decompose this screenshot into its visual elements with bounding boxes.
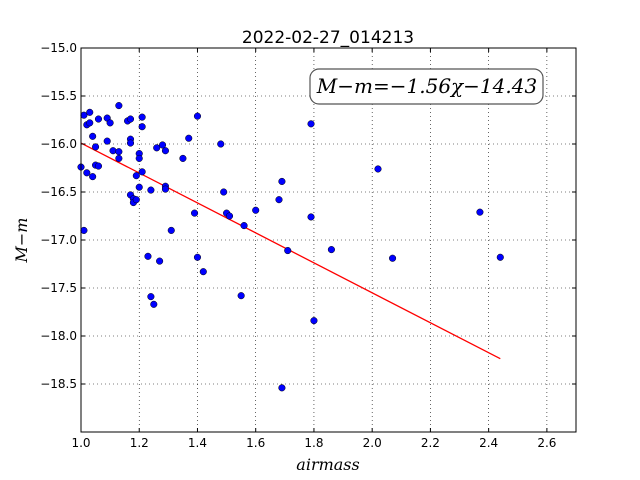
x-tick-label: 2.0 [363,436,382,450]
data-point [278,177,286,185]
data-point [144,252,152,260]
y-tick-label: −16.5 [40,185,77,199]
data-point [191,209,199,217]
data-point [153,144,161,152]
data-point [150,300,158,308]
data-point [252,206,260,214]
x-tick-label: 2.2 [421,436,440,450]
data-point [193,112,202,120]
data-point [86,108,94,116]
data-point [147,293,155,301]
data-point [126,115,135,123]
annotation-text: M−m=−1.56χ−14.43 [316,74,537,98]
data-point [132,196,140,204]
data-point [135,183,143,191]
data-point [307,120,315,128]
data-point [109,147,117,155]
x-tick-label: 1.8 [304,436,323,450]
y-tick-label: −17.0 [40,233,77,247]
x-axis-label: airmass [296,455,359,474]
y-axis-label: M−m [12,218,31,264]
data-point [240,222,248,230]
x-tick-label: 1.4 [188,436,207,450]
x-axis-ticks: 1.0 1.2 1.4 1.6 1.8 2.0 2.2 2.4 2.6 [71,48,556,450]
data-point [284,247,292,255]
chart-title: 2022-02-27_014213 [242,28,414,48]
data-point [278,384,286,392]
data-point [115,154,123,162]
data-point [147,186,155,194]
data-point [156,257,164,265]
y-tick-label: −18.0 [40,329,77,343]
y-tick-label: −17.5 [40,281,77,295]
data-point [126,139,135,147]
data-point [103,137,111,145]
x-tick-label: 2.6 [537,436,556,450]
data-point [89,173,97,181]
data-point [199,268,207,276]
data-point [158,141,167,149]
data-point [220,188,228,196]
data-point [327,246,335,254]
data-point [94,115,103,123]
data-point [106,119,114,127]
y-tick-label: −16.0 [40,137,77,151]
data-point [135,154,143,162]
data-point [307,213,315,221]
data-point [374,165,382,173]
data-point [89,132,97,140]
data-point [179,154,187,162]
y-axis-ticks: −15.0 −15.5 −16.0 −16.5 −17.0 −17.5 −18.0 −18.5 [40,41,576,391]
data-point [138,168,146,176]
x-tick-label: 1.2 [130,436,149,450]
data-point [476,208,484,216]
data-point [115,148,123,156]
data-point [115,102,123,110]
data-points [77,102,504,392]
data-point [389,254,397,262]
data-point [138,113,146,121]
x-tick-label: 1.6 [246,436,265,450]
y-tick-label: −18.5 [40,377,77,391]
y-tick-label: −15.5 [40,89,77,103]
data-point [167,226,175,234]
data-point [185,134,193,142]
annotation-box [309,68,544,105]
data-point [193,253,202,261]
data-point [275,196,283,204]
data-point [161,147,169,155]
data-point [83,169,91,177]
y-tick-label: −15.0 [40,41,77,55]
data-point [92,143,100,151]
data-point [225,212,234,220]
data-point [310,317,318,325]
data-point [138,123,146,131]
data-point [496,253,504,261]
data-point [94,162,103,170]
x-tick-label: 2.4 [479,436,498,450]
data-point [80,111,88,119]
data-point [237,292,245,300]
data-point [86,119,94,127]
fit-annotation: M−m=−1.56χ−14.43 [309,68,544,105]
data-point [217,140,225,148]
x-tick-label: 1.0 [71,436,90,450]
data-point [161,185,169,193]
grid-lines [81,48,576,432]
data-point [80,226,88,234]
data-point [132,172,140,180]
